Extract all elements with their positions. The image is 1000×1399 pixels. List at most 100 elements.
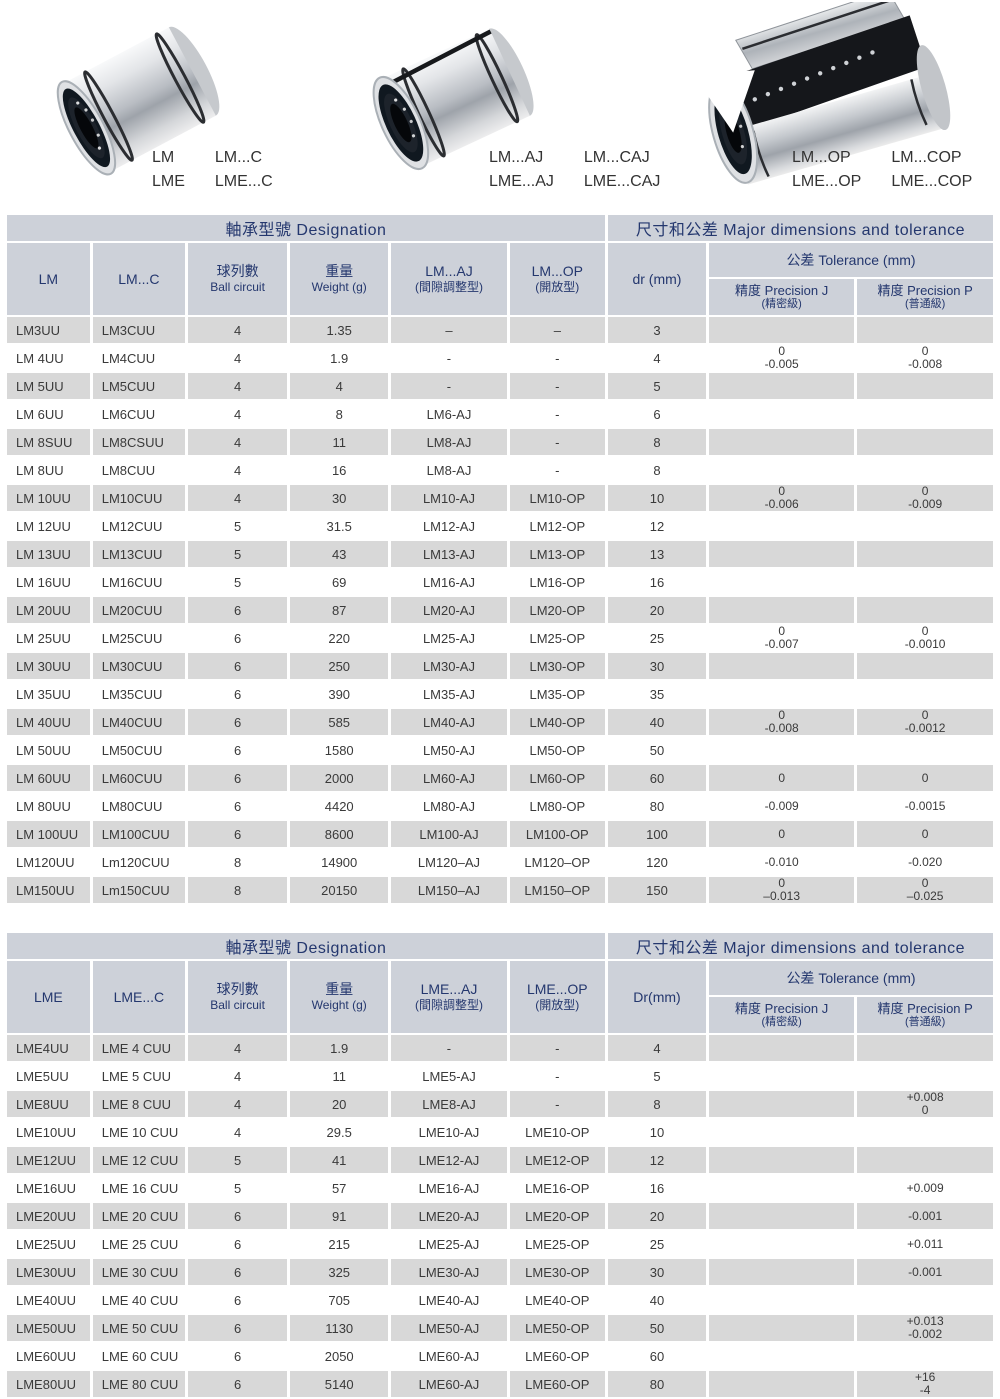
cell [857, 429, 993, 455]
table-row: LM 20UU LM20CUU 6 87 LM20-AJ LM20-OP 20 [7, 597, 993, 623]
cell [857, 597, 993, 623]
cell [857, 1035, 993, 1061]
cell: 12 [607, 1147, 707, 1173]
cell: 5 [188, 1147, 288, 1173]
cell: LM13-OP [509, 541, 605, 567]
cell: LM12CUU [92, 513, 186, 539]
cell: 91 [290, 1203, 389, 1229]
cell: 5 [188, 569, 288, 595]
cell: LM10-AJ [391, 485, 507, 511]
cell: 0 –0.025 [857, 877, 993, 903]
cell: LM40-OP [509, 709, 605, 735]
cell: LM40CUU [92, 709, 186, 735]
col-header-precision-j: 精度 Precision J (精密級) [709, 997, 855, 1033]
cell: LME80UU [7, 1371, 90, 1397]
table-row: LM 4UU LM4CUU 4 1.9- -4 0 -0.005 0 -0.008 [7, 345, 993, 371]
cell: - [391, 345, 507, 371]
cell: LM8CUU [92, 457, 186, 483]
cell: 13 [607, 541, 707, 567]
cell: 4 [188, 485, 288, 511]
table-row: LM 25UU LM25CUU 6 220 LM25-AJ LM25-OP 25 0 -0.0… [7, 625, 993, 651]
col-header-model-c: LME...C [92, 961, 186, 1033]
cell [857, 1147, 993, 1173]
cell: LM30-AJ [391, 653, 507, 679]
closed-bearing-photo [56, 26, 220, 176]
cell: 0 -0.007 [709, 625, 855, 651]
caption-adjustable: LM...AJ LM...CAJ LME...AJ LME...CAJ [489, 147, 660, 193]
cell [857, 737, 993, 763]
cell: LM50-AJ [391, 737, 507, 763]
cell: LM6-AJ [391, 401, 507, 427]
cell: LME25-AJ [391, 1231, 507, 1257]
cell: LM 20UU [7, 597, 90, 623]
caption-text: LME [152, 173, 185, 190]
cell: 6 [188, 653, 288, 679]
col-header-ball-circuit: 球列數 Ball circuit [188, 961, 288, 1033]
cell [857, 681, 993, 707]
cell: 6 [607, 401, 707, 427]
cell: 6 [188, 793, 288, 819]
cell: LM 16UU [7, 569, 90, 595]
cell: LM16CUU [92, 569, 186, 595]
cell [709, 1287, 855, 1313]
table-row: LM 8UU LM8CUU 4 16 LM8-AJ -8 [7, 457, 993, 483]
cell: 4 [188, 317, 288, 343]
cell: 0 -0.0012 [857, 709, 993, 735]
cell: 4420 [290, 793, 389, 819]
cell: 5 [188, 541, 288, 567]
cell: LM 4UU [7, 345, 90, 371]
col-header-model: LM [7, 243, 90, 315]
cell: LME10-OP [509, 1119, 605, 1145]
cell: LM35CUU [92, 681, 186, 707]
cell [857, 1119, 993, 1145]
col-header-model-c: LM...C [92, 243, 186, 315]
cell: LM100CUU [92, 821, 186, 847]
cell: 50 [607, 1315, 707, 1341]
cell: LM60-OP [509, 765, 605, 791]
cell: +16 -4 [857, 1371, 993, 1397]
col-header-op: LME...OP (開放型) [509, 961, 605, 1033]
cell [709, 1175, 855, 1201]
table-row: LM 13UU LM13CUU 5 43 LM13-AJ LM13-OP 13 [7, 541, 993, 567]
cell: -0.010 [709, 849, 855, 875]
cell: LM12-AJ [391, 513, 507, 539]
cell: LM 100UU [7, 821, 90, 847]
col-header-aj: LM...AJ (間隙調整型) [391, 243, 507, 315]
cell: LME60-AJ [391, 1371, 507, 1397]
cell: 2000 [290, 765, 389, 791]
cell: LM 10UU [7, 485, 90, 511]
cell: LME4UU [7, 1035, 90, 1061]
cell [709, 737, 855, 763]
cell: 14900 [290, 849, 389, 875]
cell: LME 50 CUU [92, 1315, 186, 1341]
open-bearing-photo [693, 2, 951, 185]
cell: LME60-OP [509, 1343, 605, 1369]
cell: 43 [290, 541, 389, 567]
cell: LME8UU [7, 1091, 90, 1117]
cell: LM150UU [7, 877, 90, 903]
cell: LM30CUU [92, 653, 186, 679]
cell: 11 [290, 429, 389, 455]
cell: LM20-OP [509, 597, 605, 623]
cell: 5 [188, 1175, 288, 1201]
cell: LM 5UU [7, 373, 90, 399]
cell: LME20UU [7, 1203, 90, 1229]
caption-text: LME...C [214, 173, 273, 190]
col-header-weight: 重量 Weight (g) [290, 243, 389, 315]
cell [709, 681, 855, 707]
cell: LM20CUU [92, 597, 186, 623]
table-row: LME40UU LME 40 CUU 6 705 LME40-AJ LME40-OP 40 [7, 1287, 993, 1313]
cell: 0 [857, 821, 993, 847]
cell: 6 [188, 737, 288, 763]
cell: LME 16 CUU [92, 1175, 186, 1201]
caption-text: LM [152, 149, 175, 166]
lm-table: 軸承型號 Designation 尺寸和公差 Major dimensions … [4, 213, 996, 905]
cell: LM30-OP [509, 653, 605, 679]
cell: 5 [607, 373, 707, 399]
product-photo-strip: LM LM...C LME LME...C LM...AJ LM...CAJ L… [0, 0, 1000, 213]
cell: 1580 [290, 737, 389, 763]
cell: LM16-AJ [391, 569, 507, 595]
cell: LM35-OP [509, 681, 605, 707]
cell: LM50-OP [509, 737, 605, 763]
cell: 0 -0.0010 [857, 625, 993, 651]
